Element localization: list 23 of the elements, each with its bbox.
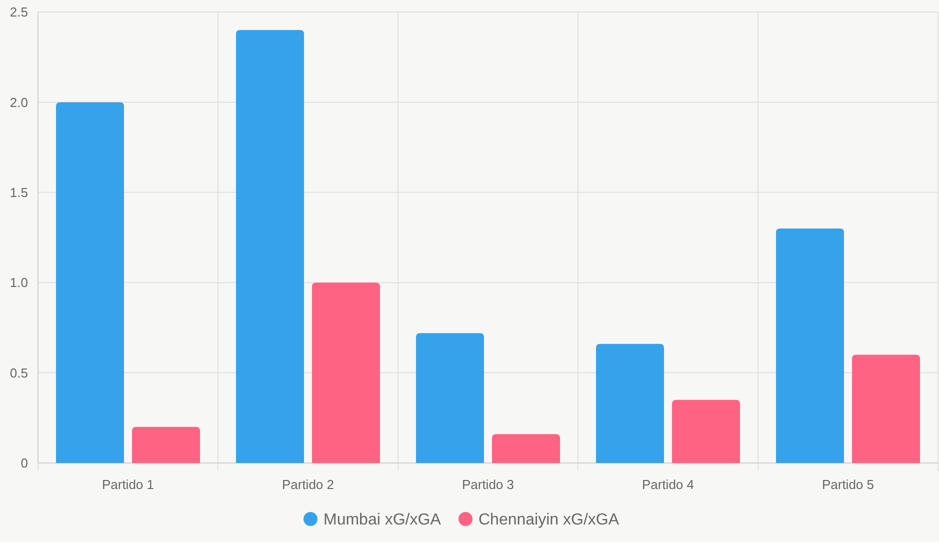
y-tick-label: 1.0 xyxy=(10,275,28,290)
y-tick-label: 2.5 xyxy=(10,4,28,20)
bar xyxy=(776,228,844,463)
y-tick-label: 2.0 xyxy=(10,94,28,110)
x-tick-label: Partido 5 xyxy=(822,477,874,492)
legend-label: Chennaiyin xG/xGA xyxy=(478,512,620,529)
y-tick-label: 0.5 xyxy=(10,365,28,380)
bar xyxy=(132,426,200,463)
bar xyxy=(852,354,920,463)
x-tick-label: Partido 2 xyxy=(282,477,334,492)
bar xyxy=(56,102,124,463)
bar xyxy=(672,400,740,463)
x-tick-label: Partido 1 xyxy=(102,477,154,492)
bar xyxy=(596,344,664,463)
x-tick-label: Partido 4 xyxy=(642,477,694,492)
x-tick-label: Partido 3 xyxy=(462,477,514,492)
y-tick-label: 0 xyxy=(20,456,28,471)
bar xyxy=(236,30,304,463)
y-tick-label: 1.5 xyxy=(10,184,28,200)
legend-label: Mumbai xG/xGA xyxy=(324,512,442,529)
bar xyxy=(312,282,380,463)
bar xyxy=(416,333,484,463)
bar xyxy=(492,434,560,463)
